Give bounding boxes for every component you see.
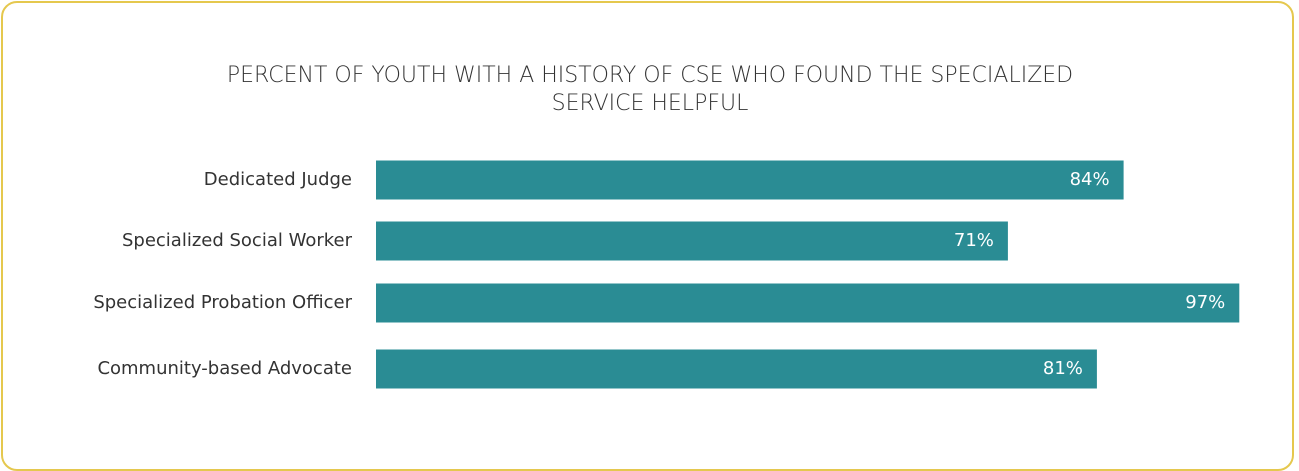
bar	[376, 283, 1240, 323]
bar	[376, 160, 1124, 200]
category-label: Specialized Probation Officer	[93, 292, 352, 313]
value-label: 81%	[1043, 358, 1083, 379]
bar	[376, 221, 1008, 261]
category-label: Community-based Advocate	[97, 358, 352, 379]
chart-title: PERCENT OF YOUTH WITH A HISTORY OF CSE W…	[226, 63, 1074, 116]
value-label: 97%	[1185, 292, 1225, 313]
bar	[376, 349, 1097, 389]
category-label: Specialized Social Worker	[122, 230, 353, 251]
value-label: 71%	[954, 230, 994, 251]
chart: Dedicated Judge 84% Specialized Social Wor…	[93, 160, 1240, 389]
category-label: Dedicated Judge	[204, 169, 352, 190]
value-label: 84%	[1070, 169, 1110, 190]
